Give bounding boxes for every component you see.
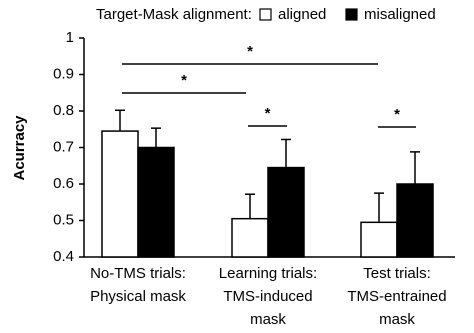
bar — [267, 166, 305, 258]
legend-title: Target-Mask alignment: — [96, 6, 252, 23]
x-tick-label: mask — [250, 311, 286, 328]
y-axis-label: Acurracy — [11, 115, 28, 181]
bar — [360, 221, 398, 258]
y-tick-label: 0.8 — [53, 102, 74, 119]
significance-label: * — [265, 105, 271, 122]
y-tick-label: 0.4 — [53, 248, 74, 265]
x-tick-label: Physical mask — [90, 288, 186, 305]
x-tick-label: Test trials: — [363, 265, 431, 282]
significance-label: * — [394, 106, 400, 123]
y-tick-label: 1 — [66, 29, 74, 46]
error-bar — [115, 109, 125, 132]
y-tick-label: 0.7 — [53, 138, 74, 155]
y-tick-label: 0.6 — [53, 175, 74, 192]
bar — [231, 217, 269, 258]
legend-swatch — [345, 8, 358, 21]
error-bar — [281, 138, 291, 168]
x-tick-label: Learning trials: — [219, 265, 317, 282]
error-bar — [374, 192, 384, 223]
bar — [396, 183, 434, 258]
legend-label: aligned — [278, 6, 326, 23]
bar — [101, 130, 139, 258]
legend-swatch — [259, 8, 272, 21]
error-bar — [151, 127, 161, 148]
x-tick-label: TMS-induced — [223, 288, 312, 305]
x-tick-label: No-TMS trials: — [90, 265, 186, 282]
x-tick-label: TMS-entrained — [347, 288, 446, 305]
error-bar — [410, 151, 420, 184]
legend-label: misaligned — [364, 6, 436, 23]
significance-label: * — [247, 43, 253, 60]
x-tick-label: mask — [379, 311, 415, 328]
significance-label: * — [181, 72, 187, 89]
bar — [137, 146, 175, 258]
error-bar — [245, 193, 255, 219]
y-tick-label: 0.9 — [53, 65, 74, 82]
y-tick-label: 0.5 — [53, 211, 74, 228]
